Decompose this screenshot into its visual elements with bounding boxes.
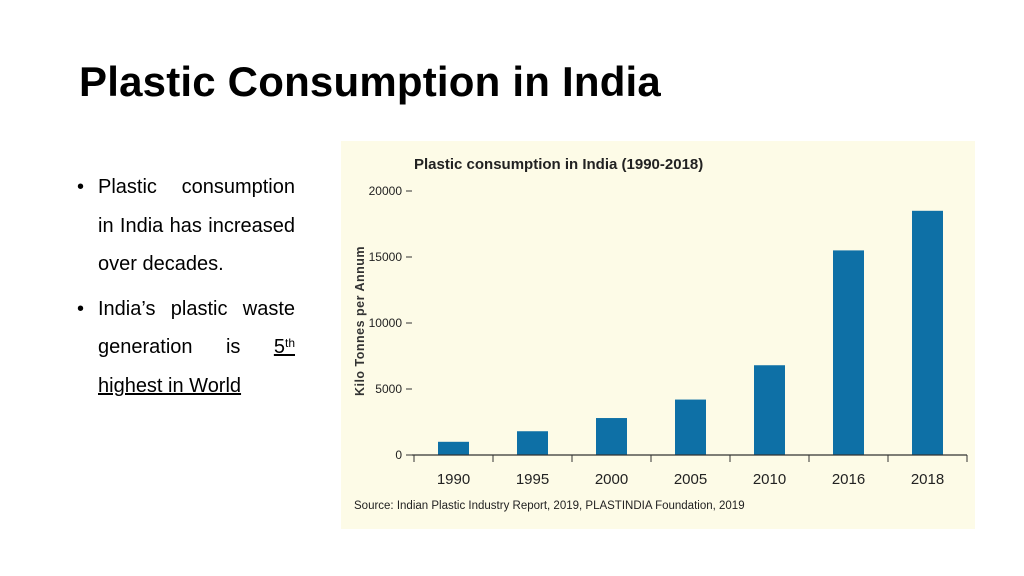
bullet-item: India’s plastic waste generation is 5th … bbox=[77, 290, 295, 406]
x-tick-label: 2000 bbox=[595, 471, 628, 488]
ordinal-number: 5 bbox=[273, 336, 285, 358]
x-tick-label: 2005 bbox=[674, 471, 707, 488]
bullet-text: India’s plastic waste generation is bbox=[98, 297, 295, 359]
ordinal-suffix: th bbox=[284, 336, 295, 350]
y-tick-label: 0 bbox=[395, 448, 402, 462]
chart-title: Plastic consumption in India (1990-2018) bbox=[414, 156, 703, 173]
x-tick-label: 1990 bbox=[437, 471, 470, 488]
y-tick-label: 15000 bbox=[369, 250, 403, 264]
y-tick-label: 10000 bbox=[369, 316, 403, 330]
bullet-list: Plastic consumption in India has increas… bbox=[77, 168, 295, 411]
bar bbox=[438, 441, 469, 455]
source-note: Source: Indian Plastic Industry Report, … bbox=[354, 500, 745, 512]
bar bbox=[833, 250, 864, 455]
bar bbox=[517, 431, 548, 455]
bar bbox=[754, 365, 785, 455]
x-tick-label: 2010 bbox=[753, 471, 786, 488]
ranking-text: highest in World bbox=[98, 374, 242, 397]
bar-chart: Plastic consumption in India (1990-2018)… bbox=[353, 156, 968, 512]
chart-panel: Plastic consumption in India (1990-2018)… bbox=[341, 141, 975, 529]
y-tick-label: 20000 bbox=[369, 184, 403, 198]
bullet-item: Plastic consumption in India has increas… bbox=[77, 168, 295, 284]
y-tick-label: 5000 bbox=[375, 382, 402, 396]
x-tick-label: 2016 bbox=[832, 471, 865, 488]
ranking-highlight: 5th highest in World bbox=[98, 336, 295, 397]
bar bbox=[912, 210, 943, 455]
slide-title: Plastic Consumption in India bbox=[79, 58, 661, 105]
bar bbox=[675, 399, 706, 455]
x-tick-label: 2018 bbox=[911, 471, 944, 488]
bullet-text: Plastic consumption in India has increas… bbox=[98, 176, 295, 275]
x-tick-label: 1995 bbox=[516, 471, 549, 488]
y-axis-label: Kilo Tonnes per Annum bbox=[353, 246, 367, 396]
bar bbox=[596, 418, 627, 455]
